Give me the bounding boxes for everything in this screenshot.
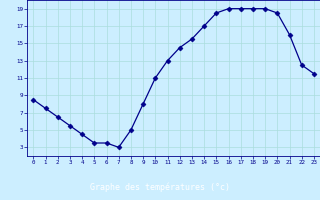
Text: Graphe des températures (°c): Graphe des températures (°c) <box>90 182 230 192</box>
